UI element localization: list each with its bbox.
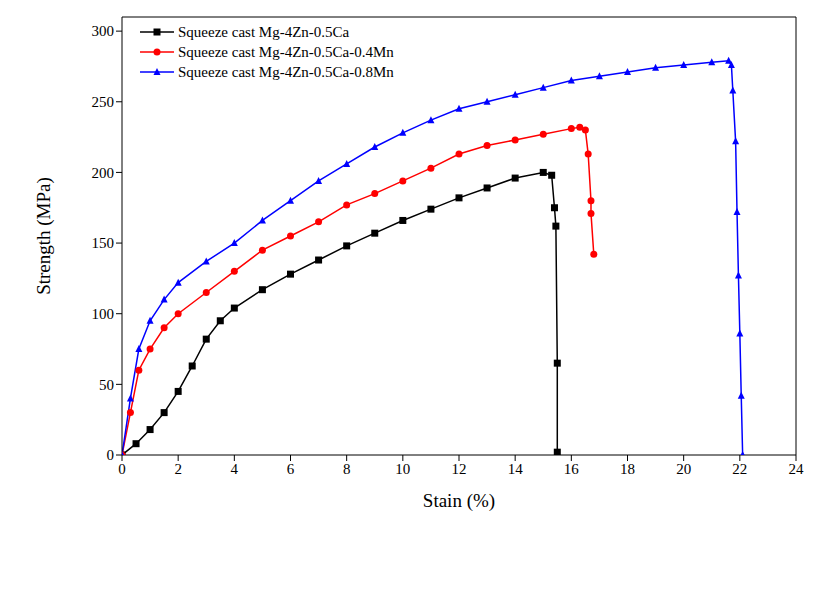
svg-text:Strength (MPa): Strength (MPa): [33, 177, 55, 295]
svg-text:22: 22: [732, 461, 747, 477]
svg-text:0: 0: [107, 447, 115, 463]
svg-text:250: 250: [92, 94, 115, 110]
svg-text:8: 8: [343, 461, 351, 477]
svg-text:150: 150: [92, 235, 115, 251]
svg-text:0: 0: [118, 461, 126, 477]
html-text:Squeeze cast Mg-4Zn-0.5Ca-0.4M: Squeeze cast Mg-4Zn-0.5Ca-0.4Mn: [178, 44, 394, 60]
svg-text:50: 50: [99, 377, 114, 393]
svg-text:2: 2: [174, 461, 182, 477]
svg-text:12: 12: [452, 461, 467, 477]
html-text:Squeeze cast Mg-4Zn-0.5Ca: Squeeze cast Mg-4Zn-0.5Ca: [178, 24, 350, 40]
svg-text:4: 4: [231, 461, 239, 477]
svg-text:14: 14: [508, 461, 524, 477]
svg-text:20: 20: [676, 461, 691, 477]
svg-text:18: 18: [620, 461, 635, 477]
svg-text:16: 16: [564, 461, 580, 477]
svg-text:100: 100: [92, 306, 115, 322]
svg-text:300: 300: [92, 23, 115, 39]
svg-text:Stain (%): Stain (%): [423, 490, 495, 512]
svg-text:200: 200: [92, 165, 115, 181]
html-text:Squeeze cast Mg-4Zn-0.5Ca-0.8M: Squeeze cast Mg-4Zn-0.5Ca-0.8Mn: [178, 64, 394, 80]
svg-text:6: 6: [287, 461, 295, 477]
svg-text:24: 24: [789, 461, 805, 477]
svg-text:10: 10: [395, 461, 410, 477]
